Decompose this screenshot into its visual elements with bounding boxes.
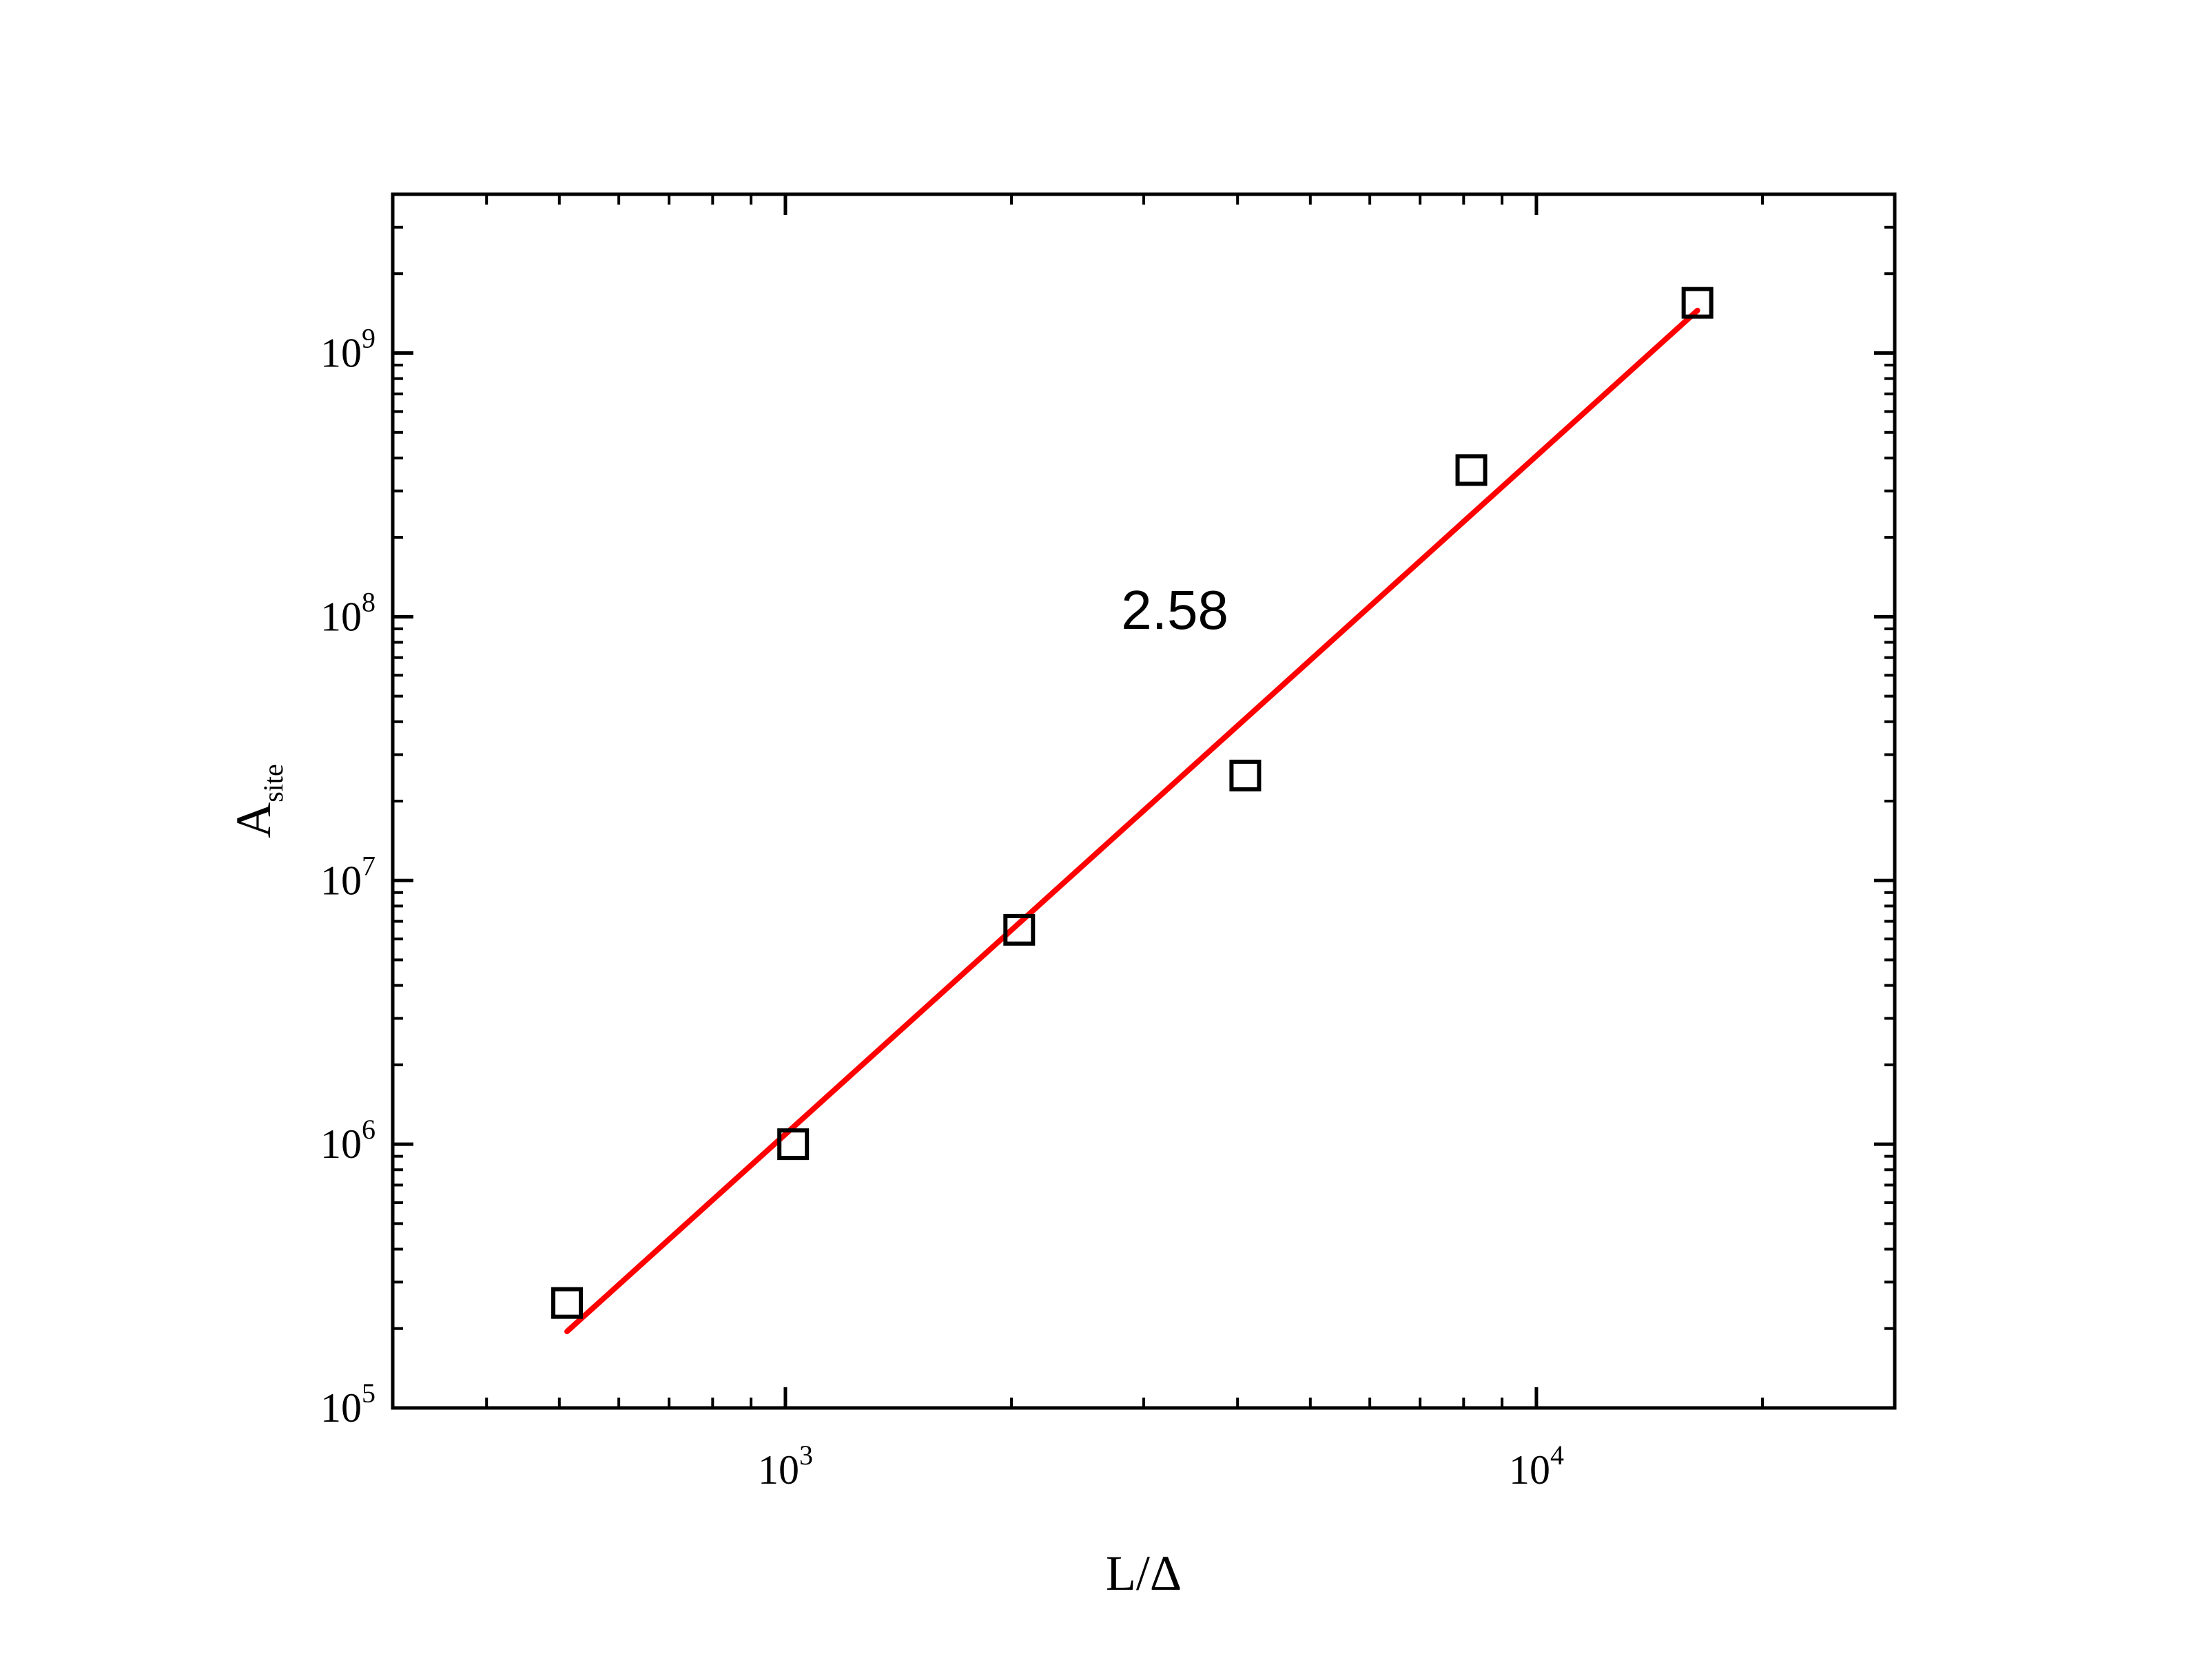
x-tick-label-base: 10 xyxy=(758,1447,799,1493)
major-ticks xyxy=(393,194,1895,1410)
fit-line xyxy=(564,307,1700,1334)
y-tick-label-base: 10 xyxy=(320,594,362,639)
x-tick-labels: 103 104 xyxy=(758,1440,1564,1493)
y-tick-label-exponent: 6 xyxy=(362,1114,376,1145)
y-tick-label-exponent: 7 xyxy=(362,850,376,881)
y-axis-title-subscript: site xyxy=(258,764,289,802)
y-tick-label-base: 10 xyxy=(320,331,362,376)
fit-line-layer xyxy=(564,307,1700,1334)
x-tick-label: 104 xyxy=(1509,1440,1564,1493)
slope-annotation: 2.58 xyxy=(1121,579,1228,641)
data-point xyxy=(777,1128,810,1161)
x-tick-label-base: 10 xyxy=(1509,1447,1550,1493)
data-point xyxy=(1681,287,1714,319)
y-tick-label: 109 xyxy=(320,323,376,376)
y-tick-label: 106 xyxy=(320,1114,376,1167)
x-axis-title: L/Δ xyxy=(1106,1546,1182,1601)
y-tick-label-base: 10 xyxy=(320,1121,362,1167)
x-tick-label: 103 xyxy=(758,1440,813,1493)
data-point xyxy=(1003,913,1036,946)
data-point xyxy=(551,1287,584,1319)
y-tick-label: 105 xyxy=(320,1378,376,1431)
x-tick-label-exponent: 3 xyxy=(799,1440,813,1471)
y-tick-label-base: 10 xyxy=(320,858,362,903)
y-axis-title: Asite xyxy=(226,764,289,838)
y-axis-title-base: A xyxy=(226,802,281,838)
plot-frame xyxy=(391,192,1897,1410)
y-tick-label-exponent: 9 xyxy=(362,323,376,354)
y-tick-label: 107 xyxy=(320,850,376,903)
x-tick-label-exponent: 4 xyxy=(1550,1440,1564,1471)
data-points xyxy=(551,287,1714,1319)
annotations: 2.58 xyxy=(1121,579,1228,641)
y-tick-label-base: 10 xyxy=(320,1385,362,1431)
data-point xyxy=(1229,759,1262,791)
y-tick-label-exponent: 8 xyxy=(362,586,376,617)
y-tick-label-exponent: 5 xyxy=(362,1378,376,1409)
y-tick-label: 108 xyxy=(320,586,376,639)
data-point xyxy=(1455,454,1488,486)
minor-ticks xyxy=(391,193,1896,1408)
